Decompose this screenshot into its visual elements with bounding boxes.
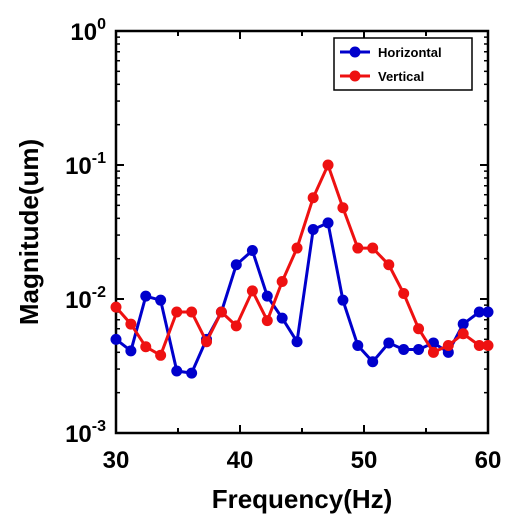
vertical-point <box>186 306 198 318</box>
horizontal-point <box>337 294 349 306</box>
horizontal-point <box>110 333 122 345</box>
horizontal-point <box>291 336 303 348</box>
horizontal-point <box>473 306 485 318</box>
legend: Horizontal Vertical <box>333 37 473 91</box>
y-axis-label: Magnitude(um) <box>14 139 44 325</box>
vertical-point <box>383 259 395 271</box>
vertical-point <box>201 336 213 348</box>
legend-box <box>333 37 473 91</box>
legend-vertical-marker <box>349 70 361 82</box>
y-tick-label: 10-3 <box>65 418 106 448</box>
vertical-point <box>261 315 273 327</box>
vertical-point <box>276 276 288 288</box>
vertical-point <box>246 285 258 297</box>
horizontal-point <box>125 345 137 357</box>
vertical-series <box>110 159 494 361</box>
y-tick-label: 10-2 <box>65 284 106 314</box>
x-tick-label: 30 <box>103 447 130 474</box>
vertical-point <box>442 339 454 351</box>
legend-horizontal-label: Horizontal <box>378 45 442 60</box>
horizontal-point <box>140 290 152 302</box>
horizontal-point <box>155 294 167 306</box>
horizontal-point <box>398 343 410 355</box>
horizontal-point <box>246 245 258 257</box>
x-tick-label: 50 <box>351 447 378 474</box>
vertical-line <box>114 160 488 358</box>
horizontal-point <box>171 365 183 377</box>
vertical-point <box>307 192 319 204</box>
horizontal-point <box>186 367 198 379</box>
vertical-point <box>457 328 469 340</box>
series-layer <box>110 159 494 379</box>
horizontal-point <box>261 290 273 302</box>
vertical-point <box>413 323 425 335</box>
horizontal-point <box>322 217 334 229</box>
vertical-point <box>367 242 379 254</box>
x-tick-label: 60 <box>475 447 502 474</box>
horizontal-point <box>230 259 242 271</box>
vertical-point <box>230 320 242 332</box>
horizontal-point <box>352 339 364 351</box>
vertical-point <box>110 301 122 313</box>
vertical-point <box>291 242 303 254</box>
y-tick-label: 100 <box>70 16 106 46</box>
horizontal-point <box>276 312 288 324</box>
vertical-point <box>155 349 167 361</box>
vertical-point <box>322 159 334 171</box>
horizontal-point <box>307 224 319 236</box>
vertical-point <box>215 306 227 318</box>
vertical-point <box>140 341 152 353</box>
horizontal-point <box>383 337 395 349</box>
legend-horizontal-marker <box>349 46 361 58</box>
ticks: 30 40 50 60 10-3 10-2 10-1 100 <box>65 16 501 474</box>
y-tick-label: 10-1 <box>65 150 106 180</box>
vertical-point <box>337 202 349 214</box>
vertical-point <box>427 346 439 358</box>
horizontal-point <box>413 343 425 355</box>
x-axis-label: Frequency(Hz) <box>212 484 393 514</box>
horizontal-point <box>367 356 379 368</box>
legend-vertical-label: Vertical <box>378 69 424 84</box>
vertical-point <box>171 306 183 318</box>
horizontal-point <box>457 318 469 330</box>
vertical-point <box>125 318 137 330</box>
vertical-point <box>482 339 494 351</box>
vertical-point <box>352 242 364 254</box>
horizontal-point <box>482 306 494 318</box>
vertical-point <box>398 287 410 299</box>
x-tick-label: 40 <box>227 447 254 474</box>
vertical-point <box>473 339 485 351</box>
